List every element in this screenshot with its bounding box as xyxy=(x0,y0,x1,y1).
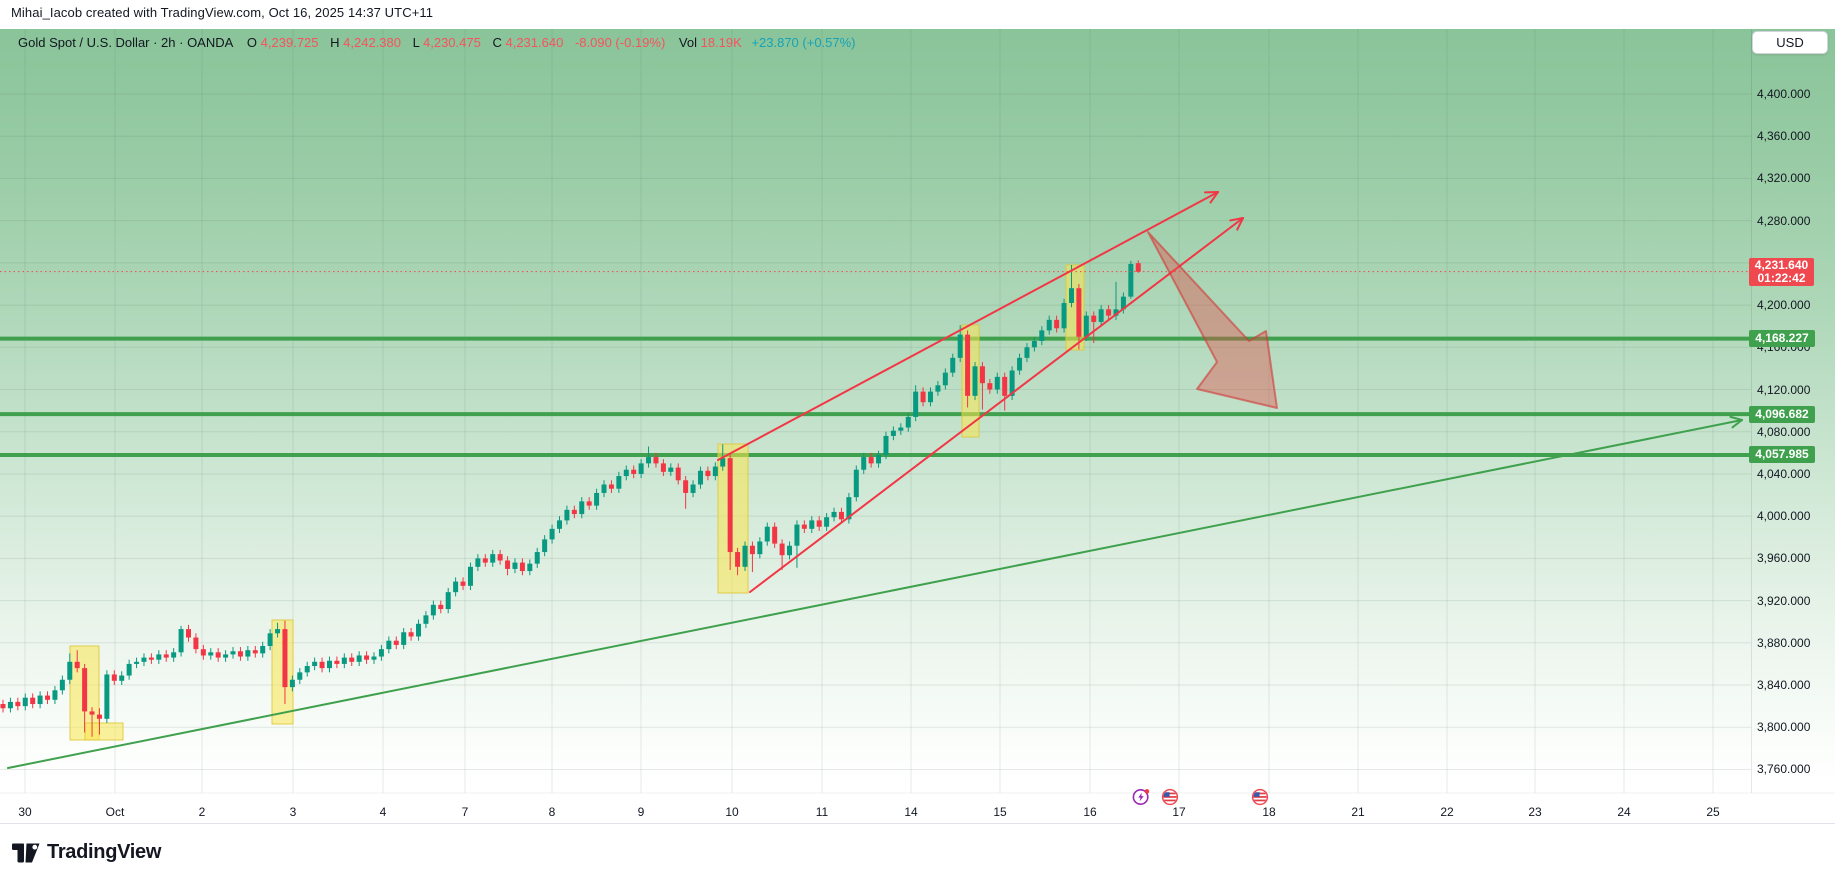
price-axis-label: 4,000.000 xyxy=(1757,509,1811,524)
open-label: O xyxy=(246,35,258,50)
low-value: 4,230.475 xyxy=(423,35,481,50)
time-axis-label: 8 xyxy=(548,805,556,819)
price-axis-label: 4,360.000 xyxy=(1757,129,1811,144)
price-axis-label: 4,400.000 xyxy=(1757,87,1811,101)
time-axis-label: 7 xyxy=(461,805,469,819)
price-axis-label: 4,120.000 xyxy=(1757,382,1811,397)
last-price-badge: 4,231.640 01:22:42 xyxy=(1749,257,1814,286)
time-axis-label: 21 xyxy=(1351,805,1365,819)
chart-widget[interactable]: Gold Spot / U.S. Dollar · 2h · OANDA O 4… xyxy=(0,29,1835,824)
attribution-text: Mihai_Iacob created with TradingView.com… xyxy=(11,5,434,20)
time-axis-label: 15 xyxy=(993,805,1007,819)
price-axis-label: 3,880.000 xyxy=(1757,635,1811,650)
low-label: L xyxy=(412,35,420,50)
time-axis-label: 25 xyxy=(1706,805,1720,819)
time-axis-label: 16 xyxy=(1083,805,1097,819)
price-axis-label: 4,280.000 xyxy=(1757,213,1811,228)
time-axis[interactable]: 30 Oct 2 3 4 7 8 9 10 11 14 15 16 17 18 21 22 23 24 25 xyxy=(0,793,1835,824)
time-axis-label: 18 xyxy=(1262,805,1276,819)
time-axis-label: 23 xyxy=(1528,805,1542,819)
economic-event-icon[interactable] xyxy=(1132,788,1150,806)
level-price-badge: 4,168.227 xyxy=(1749,330,1815,348)
last-price-value: 4,231.640 xyxy=(1754,257,1809,272)
time-axis-label: 4 xyxy=(379,805,387,819)
time-axis-label: 14 xyxy=(904,805,918,819)
candlestick-chart[interactable] xyxy=(0,29,1835,824)
tradingview-logo-text: TradingView xyxy=(47,841,162,863)
symbol-legend: Gold Spot / U.S. Dollar · 2h · OANDA O 4… xyxy=(18,35,859,50)
high-value: 4,242.380 xyxy=(343,35,401,50)
time-axis-label: 10 xyxy=(725,805,739,819)
price-axis-label: 3,920.000 xyxy=(1757,593,1811,608)
price-axis-label: 4,200.000 xyxy=(1757,298,1811,313)
currency-toggle-button[interactable]: USD xyxy=(1752,31,1828,54)
level-price-badge: 4,057.985 xyxy=(1749,446,1815,464)
symbol-title[interactable]: Gold Spot / U.S. Dollar · 2h · OANDA xyxy=(18,35,234,50)
volume-change-value: +23.870 (+0.57%) xyxy=(751,35,856,50)
price-axis-label: 3,840.000 xyxy=(1757,678,1811,693)
time-axis-label: Oct xyxy=(105,805,125,819)
time-axis-label: 17 xyxy=(1172,805,1186,819)
close-label: C xyxy=(492,35,502,50)
price-axis-label: 4,040.000 xyxy=(1757,466,1811,481)
time-axis-label: 24 xyxy=(1617,805,1631,819)
time-axis-label: 2 xyxy=(198,805,206,819)
time-axis-label: 11 xyxy=(815,805,829,819)
us-flag-icon[interactable] xyxy=(1251,788,1269,806)
open-value: 4,239.725 xyxy=(260,35,319,50)
level-price-badge: 4,096.682 xyxy=(1749,405,1815,423)
price-axis-label: 3,800.000 xyxy=(1757,720,1811,735)
volume-label: Vol xyxy=(678,35,697,50)
close-value: 4,231.640 xyxy=(505,35,564,50)
price-axis-label: 3,960.000 xyxy=(1757,551,1811,566)
time-axis-label: 3 xyxy=(289,805,297,819)
change-value: -8.090 (-0.19%) xyxy=(574,35,666,50)
high-label: H xyxy=(330,35,340,50)
tradingview-logo[interactable]: TradingView xyxy=(12,841,161,864)
us-flag-icon[interactable] xyxy=(1161,788,1179,806)
time-axis-label: 9 xyxy=(637,805,645,819)
time-axis-label: 30 xyxy=(18,805,32,819)
price-axis-label: 4,080.000 xyxy=(1757,424,1811,439)
price-axis-label: 4,320.000 xyxy=(1757,171,1811,186)
bar-countdown: 01:22:42 xyxy=(1757,270,1806,285)
time-axis-label: 22 xyxy=(1440,805,1454,819)
tradingview-logo-icon xyxy=(12,843,40,862)
volume-value: 18.19K xyxy=(700,35,742,50)
price-axis-label: 3,760.000 xyxy=(1757,762,1811,777)
